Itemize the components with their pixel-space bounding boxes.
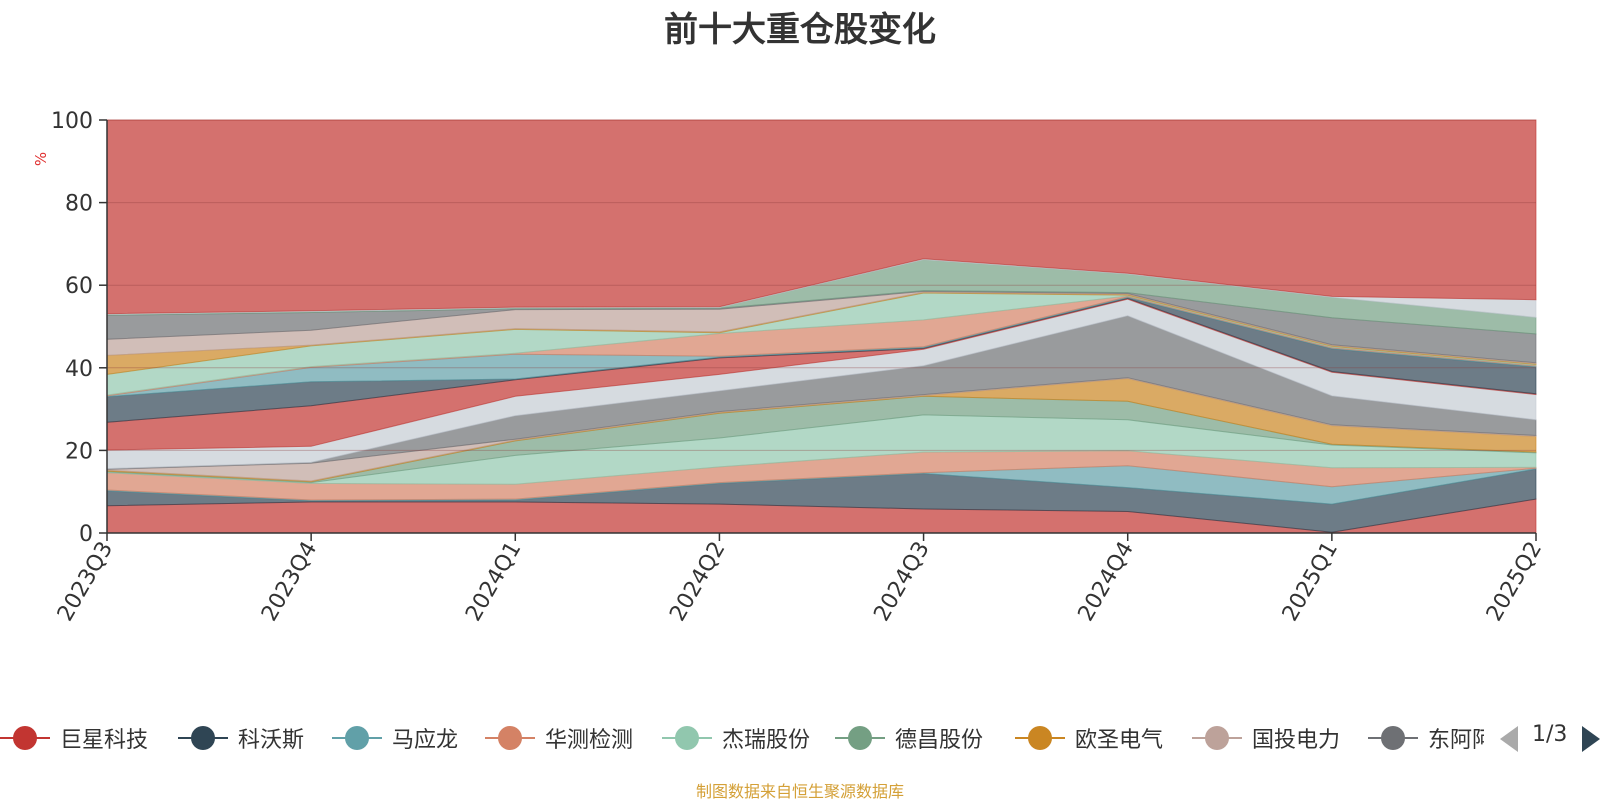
legend-label: 杰瑞股份 [722,728,811,753]
x-tick-label: 2024Q3 [869,538,934,626]
source-note: 制图数据来自恒生聚源数据库 [695,782,904,801]
legend-item[interactable]: 科沃斯 [178,720,304,756]
x-tick-label: 2025Q2 [1482,538,1547,626]
legend-item[interactable]: 杰瑞股份 [662,720,810,756]
legend-label: 东阿阿胶 [1428,728,1484,753]
legend-label: 德昌股份 [895,728,984,753]
legend-label: 马应龙 [392,728,459,753]
y-tick-label: 60 [65,274,93,299]
legend: 巨星科技 科沃斯 马应龙 华测检测 杰瑞股份 德昌股份 欧圣电气 国投电力 东阿阿胶 1/3 [0,720,1600,756]
legend-marker-icon [332,720,382,756]
legend-marker-icon [485,720,535,756]
legend-marker-icon [835,720,885,756]
legend-items: 巨星科技 科沃斯 马应龙 华测检测 杰瑞股份 德昌股份 欧圣电气 国投电力 东阿阿胶 [0,720,1484,756]
x-tick-label: 2024Q2 [665,538,730,626]
area-series-group [106,119,1537,534]
x-tick-label: 2024Q1 [461,538,526,626]
legend-item[interactable]: 国投电力 [1192,720,1340,756]
y-tick-label: 100 [51,109,93,134]
legend-page-indicator: 1/3 [1532,722,1568,747]
x-tick-label: 2023Q4 [257,538,322,626]
x-tick-label: 2023Q3 [53,538,118,626]
stacked-area-chart: 0 20 40 60 80 100 2023Q3 2023Q4 2024Q1 2024Q2 2024… [51,109,1547,626]
y-tick-label: 40 [65,357,93,382]
area-series-20 [106,119,1537,315]
y-tick-label: 80 [65,192,93,217]
legend-item[interactable]: 马应龙 [332,720,458,756]
legend-marker-icon [1368,720,1418,756]
legend-marker-icon [662,720,712,756]
legend-label: 国投电力 [1252,728,1341,753]
legend-item[interactable]: 巨星科技 [0,720,148,756]
chart-title: 前十大重仓股变化 [664,10,936,50]
legend-label: 巨星科技 [60,728,149,753]
legend-marker-icon [178,720,228,756]
legend-next-page-icon[interactable] [1582,726,1600,752]
legend-label: 科沃斯 [238,728,305,753]
y-tick-label: 20 [65,439,93,464]
legend-marker-icon [1192,720,1242,756]
legend-label: 欧圣电气 [1075,728,1164,753]
legend-item[interactable]: 东阿阿胶 [1368,720,1484,756]
legend-label: 华测检测 [545,728,634,753]
x-tick-label: 2024Q4 [1074,538,1139,626]
legend-item[interactable]: 欧圣电气 [1015,720,1163,756]
y-tick-label: 0 [79,522,93,547]
legend-item[interactable]: 德昌股份 [835,720,983,756]
legend-item[interactable]: 华测检测 [485,720,633,756]
legend-marker-icon [0,720,50,756]
legend-prev-page-icon[interactable] [1500,726,1518,752]
x-tick-label: 2025Q1 [1278,538,1343,626]
legend-marker-icon [1015,720,1065,756]
